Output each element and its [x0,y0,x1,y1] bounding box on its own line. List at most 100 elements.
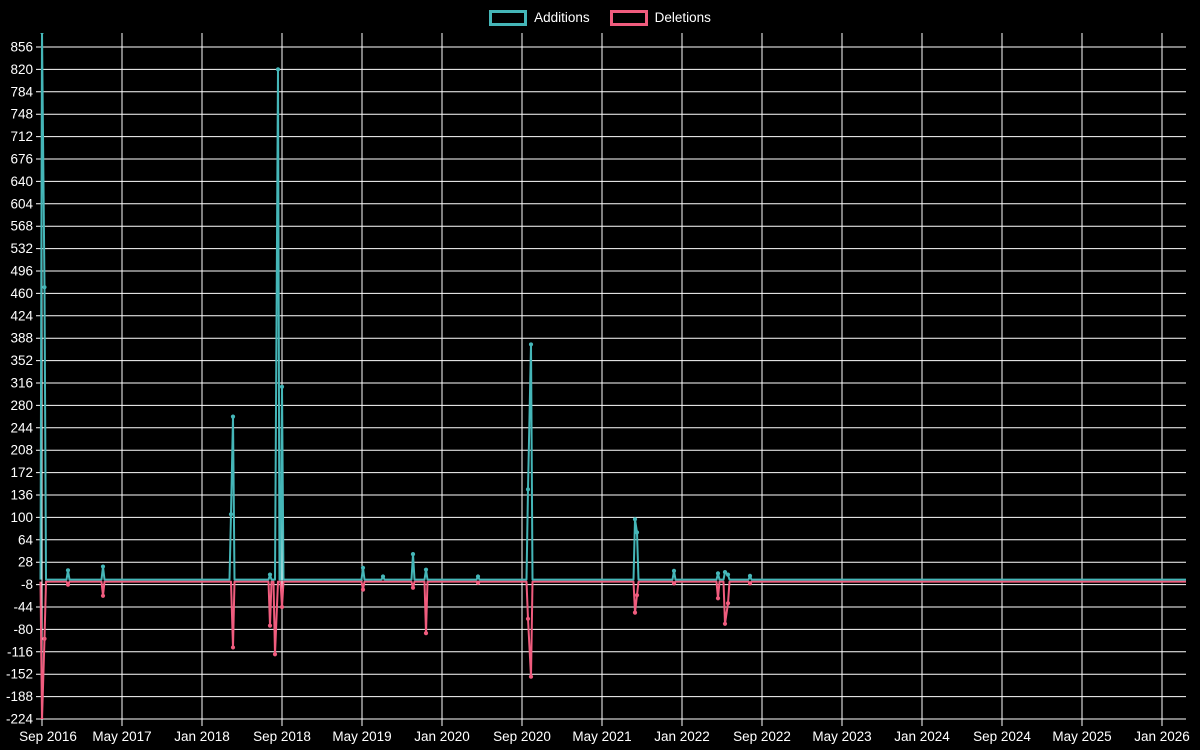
y-tick-label: 712 [10,129,33,144]
x-tick-label: Jan 2020 [414,729,470,744]
x-tick-label: Jan 2026 [1134,729,1190,744]
y-tick-label: -116 [7,644,33,659]
x-tick-label: May 2019 [332,729,391,744]
y-tick-label: 280 [10,398,33,413]
additions-point [230,414,236,419]
x-tick-label: Sep 2018 [253,729,311,744]
deletions-point [410,585,416,590]
x-tick-label: Sep 2020 [493,729,551,744]
additions-point [228,512,234,517]
deletions-point [722,621,728,626]
deletions-point [39,717,45,719]
deletions-point [360,587,366,592]
x-tick-label: Jan 2018 [174,729,230,744]
deletions-line [39,580,1186,719]
additions-point [747,573,753,578]
y-tick-label: 352 [10,353,33,368]
y-tick-label: 136 [10,488,33,503]
y-tick-label: 244 [10,420,33,435]
additions-line [39,33,1186,581]
y-tick-label: 604 [10,196,33,211]
y-tick-label: 496 [10,264,33,279]
additions-point [100,564,106,569]
deletions-point [475,580,481,585]
legend-label-deletions: Deletions [654,10,711,25]
x-tick-label: Sep 2024 [973,729,1031,744]
chart-legend: Additions Deletions [0,9,1200,26]
y-tick-label: 460 [10,286,33,301]
additions-point [40,33,44,35]
x-tick-label: Sep 2022 [733,729,791,744]
deletions-point [747,581,753,586]
y-tick-label: 316 [10,376,33,391]
y-tick-label: 748 [10,107,33,122]
additions-point [725,572,731,577]
deletions-point [267,623,273,628]
x-tick-label: May 2017 [92,729,151,744]
legend-item-additions[interactable]: Additions [489,9,590,26]
deletions-point [100,593,106,598]
additions-point [423,567,429,572]
additions-point [525,487,531,492]
additions-point [634,530,640,535]
y-tick-label: 784 [10,84,33,99]
deletions-point [528,674,534,679]
deletions-point [230,645,236,650]
y-tick-label: 532 [10,241,33,256]
additions-point [671,568,677,574]
additions-point [528,342,534,347]
deletions-point [725,601,731,606]
y-tick-label: 64 [18,532,34,547]
deletions-point [525,616,531,621]
y-tick-label: 208 [10,443,33,458]
x-tick-label: Sep 2016 [19,729,77,744]
y-tick-label: 568 [10,219,33,234]
y-tick-label: -188 [6,689,33,704]
additions-point [410,552,416,557]
additions-point [279,384,285,389]
deletions-point [634,593,640,598]
x-tick-label: May 2025 [1052,729,1111,744]
additions-point [360,565,366,570]
additions-point [65,568,71,573]
deletions-point [279,604,285,610]
y-tick-label: 856 [10,40,33,55]
x-tick-label: Jan 2024 [894,729,950,744]
x-tick-label: May 2023 [812,729,871,744]
y-tick-label: -152 [6,667,33,682]
y-tick-label: 820 [10,62,33,77]
additions-point [715,571,721,576]
y-tick-label: 172 [10,465,33,480]
deletions-point [423,631,429,636]
deletions-point [42,636,47,641]
additions-point [42,285,47,290]
x-tick-label: Jan 2022 [654,729,710,744]
deletions-point [632,610,638,615]
x-tick-label: May 2021 [572,729,631,744]
plot-area [39,33,1186,719]
y-tick-label: 640 [10,174,33,189]
additions-point [632,517,638,522]
additions-point [380,574,386,579]
deletions-point [671,581,677,586]
additions-point [475,574,481,579]
additions-point [722,570,728,575]
y-tick-label: -44 [13,600,33,615]
additions-point [275,67,281,72]
deletions-point [65,582,71,587]
y-tick-label: -8 [21,577,33,592]
y-tick-label: -224 [6,712,34,727]
y-tick-label: -80 [13,622,33,637]
y-tick-label: 100 [10,510,33,525]
deletions-swatch-icon [609,9,648,26]
deletions-point [272,652,278,657]
y-tick-label: 676 [10,152,33,167]
legend-label-additions: Additions [534,10,590,25]
deletions-point [715,596,721,601]
additions-swatch-icon [489,9,528,26]
y-tick-label: 388 [10,331,33,346]
y-tick-label: 28 [18,555,33,570]
legend-item-deletions[interactable]: Deletions [609,9,711,26]
